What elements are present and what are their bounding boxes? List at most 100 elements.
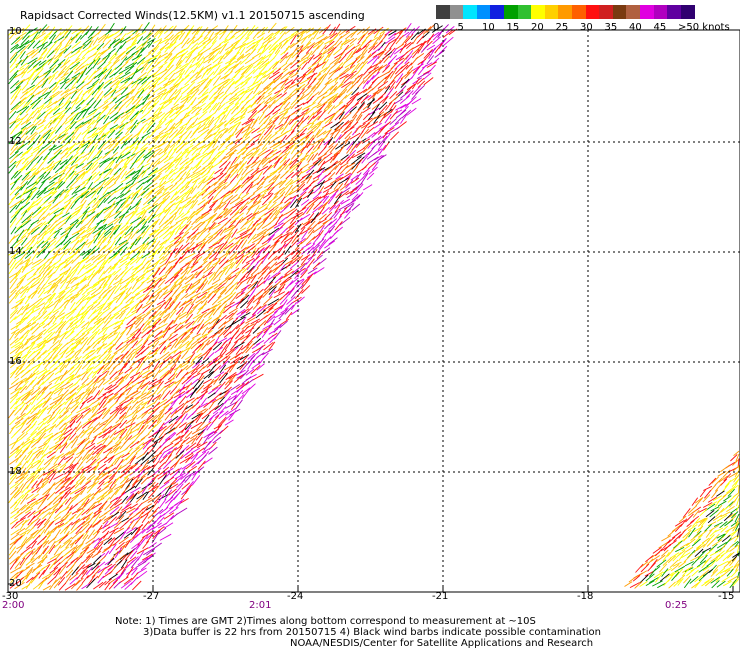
- wind-barb: [279, 111, 289, 120]
- wind-barb: [125, 170, 136, 179]
- wind-barb: [120, 425, 127, 436]
- wind-barb: [168, 432, 177, 441]
- wind-barb: [63, 428, 73, 436]
- wind-barb: [241, 381, 250, 389]
- wind-barb: [71, 47, 80, 54]
- wind-barb: [219, 425, 229, 435]
- wind-barb: [98, 283, 108, 294]
- wind-barb: [209, 405, 219, 413]
- wind-barb: [103, 89, 115, 98]
- wind-barb: [295, 44, 304, 51]
- wind-barb: [48, 74, 56, 84]
- wind-barb: [49, 223, 58, 234]
- wind-barb: [245, 75, 253, 84]
- wind-barb: [257, 314, 268, 324]
- wind-barb: [186, 386, 195, 394]
- wind-barb: [54, 276, 64, 285]
- wind-barb: [157, 112, 166, 120]
- wind-barb: [349, 114, 358, 126]
- wind-barb: [164, 110, 174, 120]
- wind-barb: [229, 117, 239, 125]
- wind-barb: [64, 187, 72, 198]
- wind-barb: [79, 223, 89, 230]
- wind-barb: [36, 124, 45, 131]
- wind-barb: [147, 229, 157, 240]
- wind-barb: [201, 190, 213, 200]
- wind-barb: [148, 282, 157, 294]
- wind-barb: [92, 87, 102, 99]
- wind-barb: [356, 88, 368, 96]
- wind-barb: [8, 73, 18, 85]
- wind-barb: [190, 137, 199, 146]
- wind-barb: [9, 120, 17, 129]
- wind-barb: [312, 241, 321, 250]
- wind-barb: [316, 61, 326, 69]
- wind-barb: [400, 71, 410, 80]
- wind-barb: [76, 438, 86, 449]
- wind-barb: [126, 333, 136, 340]
- wind-barb: [38, 179, 47, 190]
- wind-barb: [184, 284, 195, 291]
- wind-barb: [175, 59, 182, 70]
- wind-barb: [118, 366, 125, 375]
- wind-barb: [46, 403, 57, 411]
- wind-barb: [296, 56, 309, 64]
- wind-barb: [125, 381, 133, 389]
- wind-barb: [109, 80, 120, 89]
- wind-barb: [20, 237, 28, 246]
- wind-barb: [14, 417, 24, 425]
- wind-barb: [338, 144, 345, 154]
- wind-barb: [54, 294, 66, 304]
- wind-barb: [113, 167, 122, 176]
- wind-barb: [208, 31, 215, 41]
- wind-barb: [164, 276, 174, 285]
- wind-barb: [87, 309, 97, 320]
- wind-barb: [59, 443, 68, 454]
- wind-barb: [207, 370, 215, 379]
- wind-barb: [85, 67, 93, 76]
- wind-barb: [201, 385, 213, 394]
- wind-barb: [31, 302, 40, 311]
- wind-barb: [58, 174, 68, 185]
- wind-barb: [48, 105, 58, 115]
- wind-barb: [279, 142, 291, 149]
- wind-barb: [108, 385, 119, 394]
- wind-barb: [341, 81, 352, 88]
- wind-barb: [186, 203, 194, 214]
- wind-barb: [81, 161, 92, 169]
- wind-barb: [141, 420, 149, 430]
- wind-barb: [312, 204, 324, 213]
- wind-barb: [352, 108, 361, 119]
- wind-barb: [79, 443, 88, 454]
- wind-barb: [196, 227, 207, 235]
- wind-barb: [54, 441, 63, 450]
- wind-barb: [152, 340, 160, 350]
- wind-barb: [208, 116, 215, 126]
- wind-barb: [362, 112, 370, 121]
- wind-barb: [241, 245, 250, 255]
- wind-barb: [129, 427, 140, 435]
- wind-barb: [175, 288, 185, 298]
- wind-barb: [25, 123, 34, 130]
- wind-barb: [426, 55, 435, 65]
- wind-barb: [163, 341, 171, 354]
- wind-barb: [184, 424, 192, 434]
- wind-barb: [70, 98, 78, 110]
- wind-barb: [300, 175, 313, 184]
- wind-barb: [168, 381, 177, 389]
- wind-barb: [251, 127, 260, 134]
- wind-barb: [300, 27, 311, 36]
- wind-barb: [136, 412, 145, 420]
- wind-barb: [423, 77, 434, 86]
- wind-barb: [178, 384, 186, 394]
- wind-barb: [85, 187, 96, 196]
- wind-barb: [48, 354, 59, 365]
- wind-barb: [130, 328, 140, 336]
- wind-barb: [371, 46, 383, 55]
- wind-barb: [234, 212, 244, 220]
- wind-barb: [16, 106, 28, 114]
- wind-barb: [197, 278, 207, 290]
- wind-barb: [261, 222, 271, 229]
- wind-barb: [164, 427, 176, 436]
- wind-barb: [269, 335, 278, 344]
